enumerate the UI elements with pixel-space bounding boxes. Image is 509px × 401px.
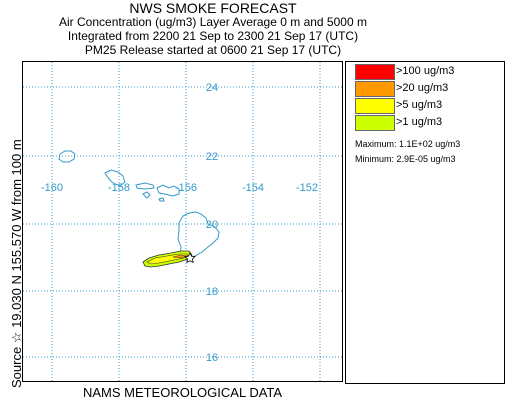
- legend-swatch-orange: [355, 81, 395, 97]
- concentration-subtitle: Air Concentration (ug/m3) Layer Average …: [59, 15, 367, 29]
- legend-swatch-lime: [355, 115, 395, 131]
- legend-item: >20 ug/m3: [355, 81, 505, 97]
- lat-label: 18: [206, 286, 218, 298]
- lon-label: -160: [41, 182, 63, 194]
- oahu-coast: [104, 169, 126, 187]
- molokai-coast: [135, 182, 155, 190]
- big-island-coast: [177, 211, 220, 260]
- legend-panel: >100 ug/m3 >20 ug/m3 >5 ug/m3 >1 ug/m3 M…: [345, 61, 505, 384]
- map-panel: -160 -158 -156 -154 -152 24 22 20 18 16: [22, 61, 343, 382]
- coastlines: [58, 150, 220, 260]
- integration-period: Integrated from 2200 21 Sep to 2300 21 S…: [67, 29, 359, 43]
- kahoolawe-coast: [158, 197, 165, 202]
- smoke-plume: [142, 250, 193, 268]
- lat-label: 16: [206, 352, 218, 364]
- lat-label: 22: [206, 151, 218, 163]
- maximum-value: Maximum: 1.1E+02 ug/m3: [355, 139, 461, 149]
- lon-label: -158: [108, 182, 130, 194]
- graticule: [23, 62, 342, 381]
- kauai-coast: [58, 150, 76, 163]
- legend-label: >20 ug/m3: [396, 82, 449, 94]
- legend-item: >100 ug/m3: [355, 64, 505, 80]
- maui-coast: [156, 184, 180, 197]
- legend-item: >1 ug/m3: [355, 115, 505, 131]
- star-icon: [184, 252, 196, 264]
- release-info: PM25 Release started at 0600 21 Sep 17 (…: [84, 43, 342, 57]
- legend-swatch-red: [355, 64, 395, 80]
- meteorological-data-label: NAMS METEOROLOGICAL DATA: [82, 385, 283, 400]
- smoke-map: -160 -158 -156 -154 -152 24 22 20 18 16: [23, 62, 342, 381]
- lat-label: 20: [206, 219, 218, 231]
- lon-label: -156: [175, 182, 197, 194]
- lanai-coast: [142, 191, 151, 199]
- legend-label: >1 ug/m3: [396, 116, 443, 128]
- legend-item: >5 ug/m3: [355, 98, 505, 114]
- forecast-title: NWS SMOKE FORECAST: [129, 0, 297, 16]
- legend-label: >5 ug/m3: [396, 99, 443, 111]
- legend-swatch-yellow: [355, 98, 395, 114]
- lat-label: 24: [206, 82, 218, 94]
- legend-label: >100 ug/m3: [396, 65, 455, 77]
- lon-label: -154: [242, 182, 264, 194]
- minimum-value: Minimum: 2.9E-05 ug/m3: [355, 154, 456, 164]
- lon-label: -152: [296, 182, 318, 194]
